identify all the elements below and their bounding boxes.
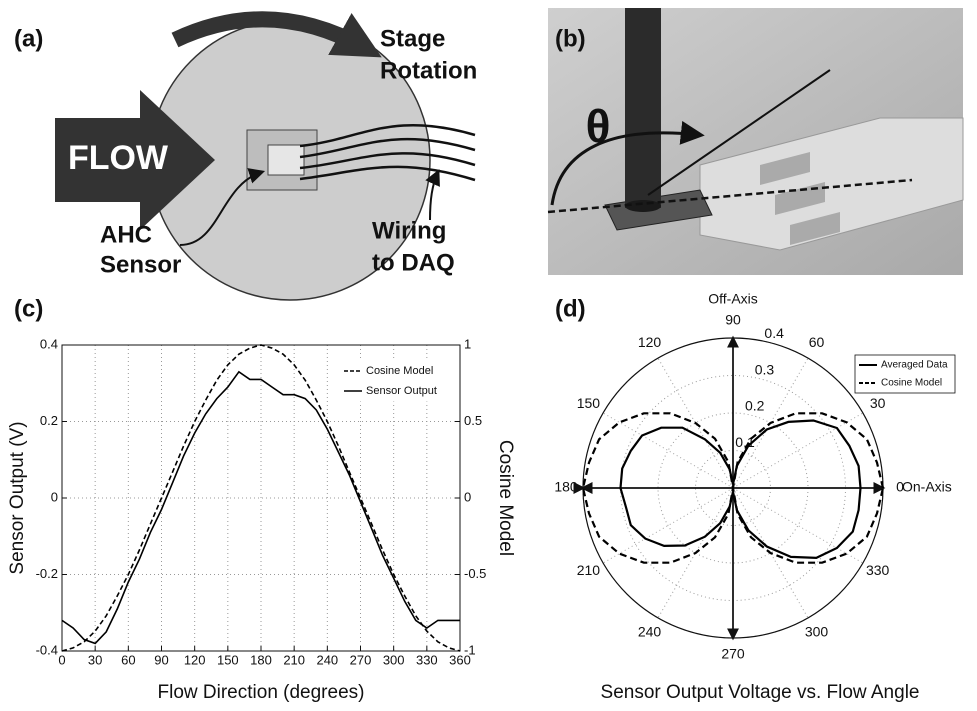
x-tick-label: 60 <box>121 652 135 667</box>
legend-label: Cosine Model <box>881 378 942 389</box>
diagram-label: Sensor <box>100 251 181 278</box>
series-line <box>619 419 862 560</box>
x-tick-label: 0 <box>58 652 65 667</box>
x-tick-label: 270 <box>350 652 372 667</box>
diagram-label: FLOW <box>68 139 169 177</box>
flow-arrow <box>55 90 215 230</box>
grid-spoke <box>657 487 734 619</box>
theta-tick-label: 90 <box>725 312 741 328</box>
series-line <box>61 370 460 645</box>
diagram-label: Wiring <box>372 217 446 244</box>
post <box>625 8 661 208</box>
annotation: Off-Axis <box>708 291 758 307</box>
panel-label: (b) <box>555 25 586 52</box>
x-tick-label: 120 <box>184 652 206 667</box>
legend-label: Cosine Model <box>366 365 433 377</box>
y-axis-label: Sensor Output (V) <box>7 421 28 574</box>
y-tick-label: 0 <box>51 489 58 504</box>
theta-tick-label: 150 <box>577 395 601 411</box>
sensor-element <box>267 144 305 176</box>
diagram-label: Stage <box>380 25 445 52</box>
y-tick-label: 0.4 <box>40 336 58 351</box>
x-axis-label: Flow Direction (degrees) <box>158 682 365 703</box>
annotation: On-Axis <box>902 479 952 495</box>
x-tick-label: 240 <box>316 652 338 667</box>
y-tick-label: -0.4 <box>36 642 58 657</box>
theta-tick-label: 30 <box>870 395 886 411</box>
theta-tick-label: 210 <box>577 562 601 578</box>
theta-tick-label: 240 <box>638 623 662 639</box>
y2-tick-label: 1 <box>464 336 471 351</box>
chart-title: Sensor Output Voltage vs. Flow Angle <box>601 682 920 703</box>
grid-spoke <box>657 357 734 489</box>
grid-spoke <box>732 487 864 564</box>
legend-box <box>854 354 956 394</box>
panel-label: (d) <box>555 295 586 322</box>
rotation-arrow <box>171 11 382 58</box>
r-tick-label: 0.1 <box>735 434 755 450</box>
panel-label: (c) <box>14 295 43 322</box>
legend-box <box>339 358 457 402</box>
grid-spoke <box>602 412 734 489</box>
panel-label: (a) <box>14 25 43 52</box>
pad <box>790 212 840 245</box>
grid-spoke <box>732 487 809 619</box>
y2-tick-label: 0 <box>464 489 471 504</box>
grid-spoke <box>732 412 864 489</box>
grid-spoke <box>732 357 809 489</box>
wiring-pointer <box>425 169 440 221</box>
r-tick-label: 0.2 <box>745 398 765 414</box>
r-tick-label: 0.3 <box>755 361 775 377</box>
y2-tick-label: -1 <box>464 642 476 657</box>
theta-tick-label: 180 <box>554 479 578 495</box>
x-tick-label: 210 <box>283 652 305 667</box>
diagram-label: Rotation <box>380 57 477 84</box>
x-tick-label: 330 <box>416 652 438 667</box>
pad <box>775 182 825 215</box>
y2-tick-label: 0.5 <box>464 413 482 428</box>
y2-tick-label: -0.5 <box>464 566 486 581</box>
x-tick-label: 90 <box>154 652 168 667</box>
flow-vector <box>647 69 831 196</box>
x-tick-label: 360 <box>449 652 471 667</box>
diagram-label: θ <box>586 100 611 152</box>
sensor-pointer <box>179 168 266 246</box>
theta-tick-label: 330 <box>866 562 890 578</box>
wires <box>299 123 476 182</box>
x-tick-label: 180 <box>250 652 272 667</box>
y-tick-label: -0.2 <box>36 566 58 581</box>
series-line <box>61 344 461 652</box>
r-tick-label: 0.4 <box>764 325 784 341</box>
legend-label: Sensor Output <box>366 385 437 397</box>
theta-tick-label: 60 <box>809 334 825 350</box>
pad <box>760 152 810 185</box>
series-line <box>581 412 885 564</box>
x-tick-label: 30 <box>88 652 102 667</box>
theta-tick-label: 270 <box>721 646 745 662</box>
y-tick-label: 0.2 <box>40 413 58 428</box>
theta-tick-label: 120 <box>638 334 662 350</box>
y2-axis-label: Cosine Model <box>495 440 516 556</box>
theta-tick-label: 300 <box>805 623 829 639</box>
diagram-label: to DAQ <box>372 249 455 276</box>
substrate <box>699 117 964 251</box>
diagram-b: θ <box>547 8 964 275</box>
theta-tick-label: 0 <box>896 479 904 495</box>
grid-spoke <box>602 487 734 564</box>
x-tick-label: 300 <box>383 652 405 667</box>
diagram-label: AHC <box>100 221 152 248</box>
reference-axis <box>547 178 913 214</box>
angle-arc <box>550 120 705 206</box>
legend-label: Averaged Data <box>881 360 948 371</box>
diagram-a: Stage Rotation FLOW AHC Sensor Wiring to… <box>55 11 477 301</box>
x-tick-label: 150 <box>217 652 239 667</box>
